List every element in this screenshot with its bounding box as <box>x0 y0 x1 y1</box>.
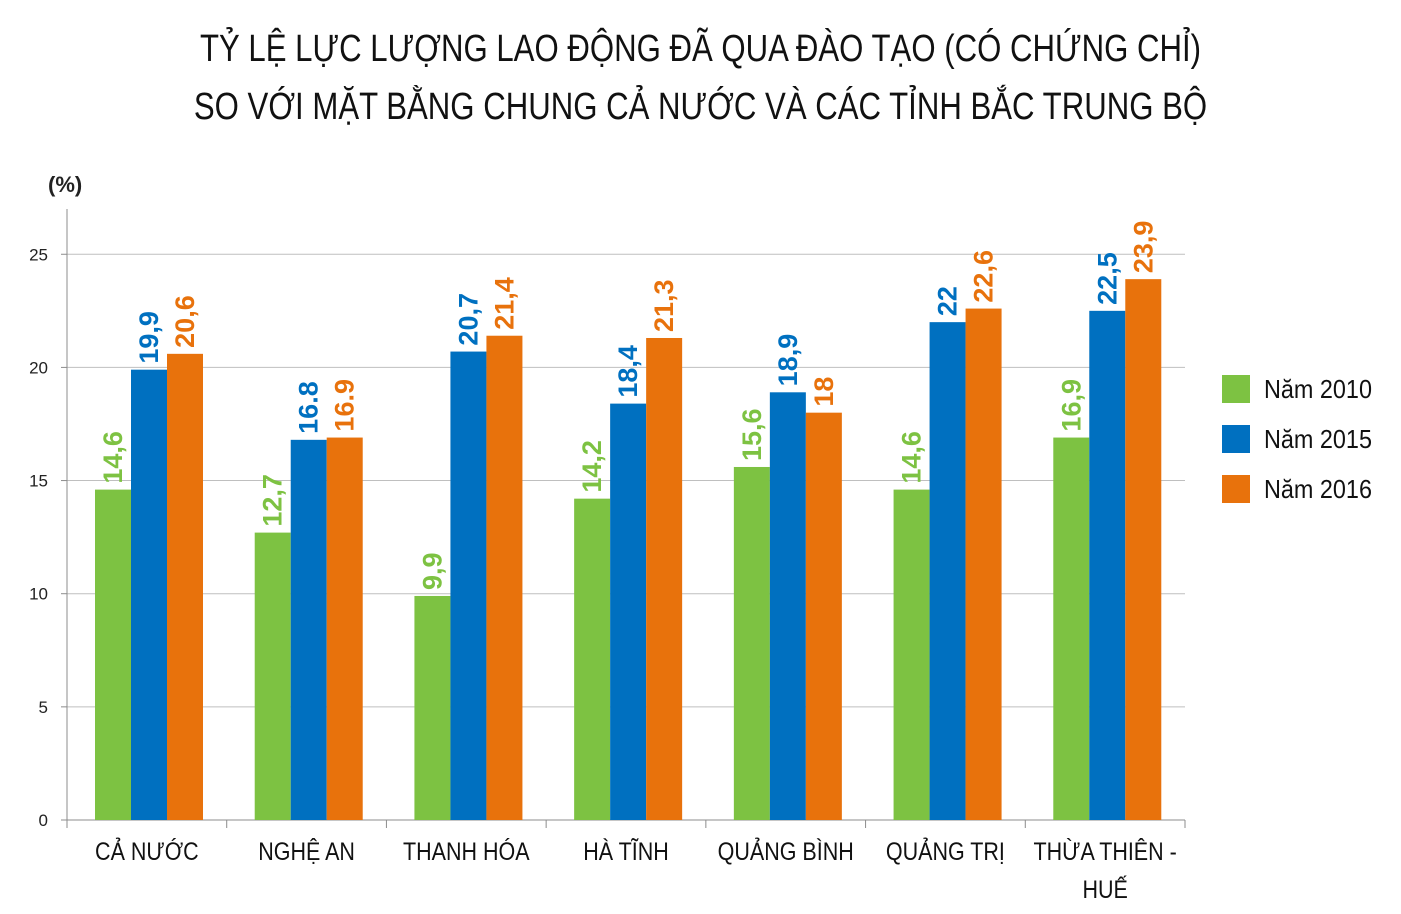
x-tick-label: THANH HÓA <box>403 837 530 865</box>
x-tick-label: QUẢNG TRỊ <box>886 835 1005 865</box>
y-tick-label: 15 <box>29 472 48 491</box>
data-label: 19,9 <box>134 311 164 364</box>
data-label: 14,2 <box>577 440 607 493</box>
bar <box>574 498 611 820</box>
bar <box>965 308 1002 820</box>
legend: Năm 2010 Năm 2015 Năm 2016 <box>1222 364 1384 514</box>
y-axis-label: (%) <box>48 172 82 197</box>
chart-title-line-2: SO VỚI MẶT BẰNG CHUNG CẢ NƯỚC VÀ CÁC TỈN… <box>193 86 1208 128</box>
legend-label: Năm 2010 <box>1264 373 1372 404</box>
data-label: 18,4 <box>613 345 643 398</box>
data-label: 23,9 <box>1128 221 1158 274</box>
bar <box>805 412 842 820</box>
y-tick-label: 0 <box>39 811 48 830</box>
bar <box>326 437 363 820</box>
bar <box>414 595 451 820</box>
data-label: 22,5 <box>1092 252 1122 305</box>
bar <box>167 353 203 820</box>
data-label: 16,9 <box>1056 379 1086 432</box>
bar <box>1053 437 1090 820</box>
data-label: 21,4 <box>489 277 519 330</box>
data-label: 14,6 <box>98 431 128 484</box>
bar <box>450 351 487 820</box>
data-label: 21,3 <box>649 279 679 332</box>
bars <box>95 279 1162 820</box>
bar <box>733 466 770 820</box>
legend-label: Năm 2016 <box>1264 473 1372 504</box>
data-labels: 14,6 12,7 9,9 14,2 15,6 14,6 16,9 19,9 16.8 20,7 1… <box>98 221 1158 590</box>
bar <box>769 392 806 820</box>
bar <box>254 532 291 820</box>
bar <box>290 439 327 820</box>
x-tick-label: CẢ NƯỚC <box>95 835 199 865</box>
legend-label: Năm 2015 <box>1264 423 1372 454</box>
y-tick-label: 10 <box>29 585 48 604</box>
bar <box>1125 279 1162 820</box>
data-label: 20,6 <box>170 295 200 348</box>
data-label: 15,6 <box>737 408 767 461</box>
data-label: 22,6 <box>969 250 999 303</box>
data-label: 16.9 <box>330 379 360 432</box>
y-tick-label: 20 <box>29 358 48 377</box>
data-label: 14,6 <box>897 431 927 484</box>
bar <box>893 489 930 820</box>
data-label: 9,9 <box>417 552 447 590</box>
bar <box>1089 310 1126 820</box>
legend-swatch <box>1222 375 1250 403</box>
legend-item: Năm 2010 <box>1222 364 1384 414</box>
bar <box>131 369 167 820</box>
x-tick-label: QUẢNG BÌNH <box>718 835 854 865</box>
legend-item: Năm 2015 <box>1222 414 1384 464</box>
legend-item: Năm 2016 <box>1222 464 1384 514</box>
x-tick-label: HUẾ <box>1082 874 1127 903</box>
x-tick-label: NGHỆ AN <box>258 837 355 865</box>
y-tick-label: 5 <box>39 698 48 717</box>
data-label: 20,7 <box>453 293 483 346</box>
data-label: 16.8 <box>294 381 324 434</box>
legend-swatch <box>1222 425 1250 453</box>
data-label: 18 <box>809 377 839 407</box>
x-tick-label: HÀ TĨNH <box>583 837 669 865</box>
bar <box>610 403 647 820</box>
tick-labels: 0 5 10 15 20 25 (%) CẢ NƯỚC NGHỆ AN THANH HÓA HÀ T… <box>29 172 1177 903</box>
y-tick-label: 25 <box>29 245 48 264</box>
bar <box>95 489 131 820</box>
chart-title-line-1: TỶ LỆ LỰC LƯỢNG LAO ĐỘNG ĐÃ QUA ĐÀO TẠO … <box>199 28 1202 70</box>
data-label: 22 <box>933 286 963 316</box>
data-label: 12,7 <box>258 474 288 527</box>
bar <box>646 337 683 820</box>
data-label: 18,9 <box>773 334 803 387</box>
x-tick-label: THỪA THIÊN - <box>1033 837 1176 865</box>
bar <box>486 335 523 820</box>
bar <box>929 322 966 820</box>
legend-swatch <box>1222 475 1250 503</box>
